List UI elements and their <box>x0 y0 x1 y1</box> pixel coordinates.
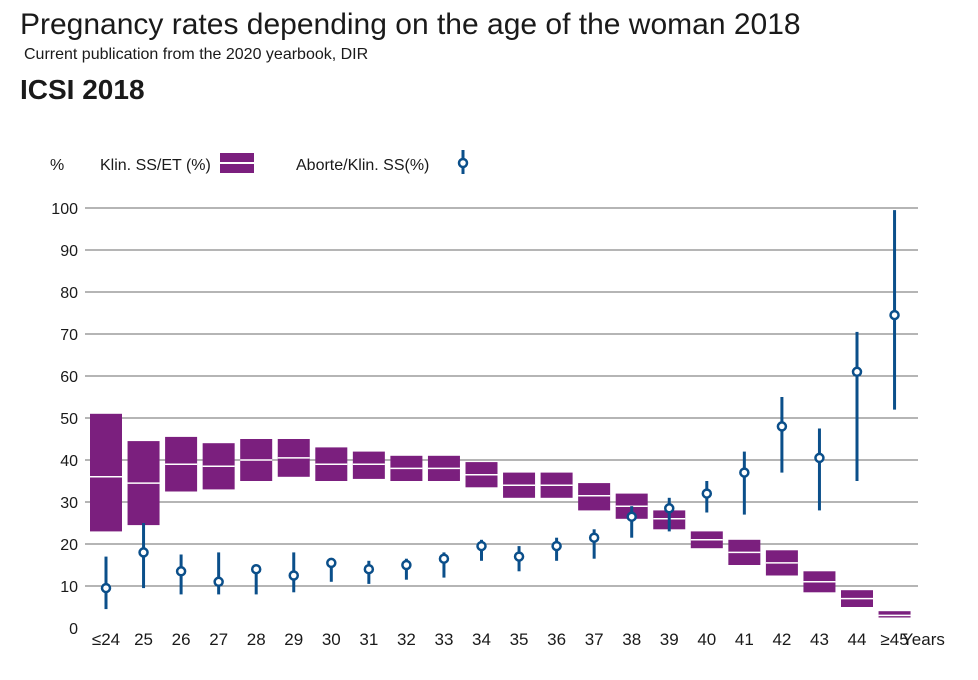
x-tick-label: ≤24 <box>92 630 120 649</box>
data-point <box>739 467 750 478</box>
x-tick-label: 43 <box>810 630 829 649</box>
x-tick-label: 38 <box>622 630 641 649</box>
x-tick-label: 26 <box>172 630 191 649</box>
y-tick-label: 100 <box>51 201 78 218</box>
x-tick-label: 34 <box>472 630 491 649</box>
y-tick-label: 10 <box>60 579 78 596</box>
legend-marker-aborte-dot <box>457 157 469 169</box>
x-tick-label: 27 <box>209 630 228 649</box>
error-points <box>100 210 900 610</box>
data-point <box>213 576 224 588</box>
data-point <box>438 553 450 564</box>
data-point <box>326 557 337 569</box>
x-axis-label: Years <box>902 630 945 649</box>
x-tick-label: 36 <box>547 630 566 649</box>
data-point <box>588 532 600 543</box>
y-axis-label: % <box>50 157 64 174</box>
data-point <box>100 582 112 594</box>
data-point <box>288 570 299 581</box>
range-bar <box>90 413 122 532</box>
data-point <box>476 540 487 552</box>
x-tick-label: 35 <box>510 630 529 649</box>
x-tick-label: 39 <box>660 630 679 649</box>
data-point <box>513 551 525 562</box>
range-bar <box>878 611 911 618</box>
x-tick-label: 29 <box>284 630 303 649</box>
x-tick-label: ≥45 <box>880 630 908 649</box>
data-point <box>626 511 637 522</box>
chart-subtitle: Current publication from the 2020 yearbo… <box>24 46 369 63</box>
x-tick-label: 32 <box>397 630 416 649</box>
y-tick-label: 80 <box>60 285 78 302</box>
data-point <box>250 563 262 575</box>
range-bars <box>90 413 911 618</box>
legend-swatch-klin-bottom <box>220 164 254 173</box>
data-point <box>664 503 675 514</box>
grid-layer <box>85 207 918 587</box>
y-tick-label: 90 <box>60 243 78 260</box>
y-tick-label: 0 <box>69 621 78 638</box>
y-tick-label: 50 <box>60 411 78 428</box>
legend: % Klin. SS/ET (%) Aborte/Klin. SS(%) <box>50 150 469 174</box>
y-tick-label: 30 <box>60 495 78 512</box>
data-point <box>851 366 863 378</box>
section-title: ICSI 2018 <box>20 74 145 105</box>
x-tick-label: 33 <box>434 630 453 649</box>
y-tick-label: 20 <box>60 537 78 554</box>
data-point <box>138 547 149 558</box>
x-tick-label: 37 <box>585 630 604 649</box>
y-tick-label: 40 <box>60 453 78 470</box>
data-point <box>889 309 900 321</box>
range-bar <box>578 483 611 511</box>
x-tick-label: 31 <box>359 630 378 649</box>
x-tick-label: 44 <box>848 630 867 649</box>
data-point <box>701 488 713 499</box>
data-point <box>363 563 375 575</box>
x-axis: ≤24 25 26 27 28 29 30 31 32 33 34 35 36 37 38 39 40 41 42 4… <box>92 630 909 649</box>
chart-title: Pregnancy rates depending on the age of … <box>20 8 801 41</box>
data-point <box>401 559 412 571</box>
x-tick-label: 41 <box>735 630 754 649</box>
x-tick-label: 42 <box>772 630 791 649</box>
y-tick-label: 70 <box>60 327 78 344</box>
data-point <box>776 421 788 432</box>
y-axis: 0 10 20 30 40 50 60 70 80 90 100 <box>51 201 78 638</box>
data-point <box>814 452 825 464</box>
x-tick-label: 28 <box>247 630 266 649</box>
legend-swatch-klin-top <box>220 153 254 162</box>
data-point <box>175 566 187 577</box>
x-tick-label: 25 <box>134 630 153 649</box>
data-point <box>551 540 562 552</box>
legend-label-aborte: Aborte/Klin. SS(%) <box>296 157 429 174</box>
y-tick-label: 60 <box>60 369 78 386</box>
x-tick-label: 40 <box>697 630 716 649</box>
range-bar <box>352 451 385 479</box>
x-tick-label: 30 <box>322 630 341 649</box>
legend-label-klin: Klin. SS/ET (%) <box>100 157 211 174</box>
